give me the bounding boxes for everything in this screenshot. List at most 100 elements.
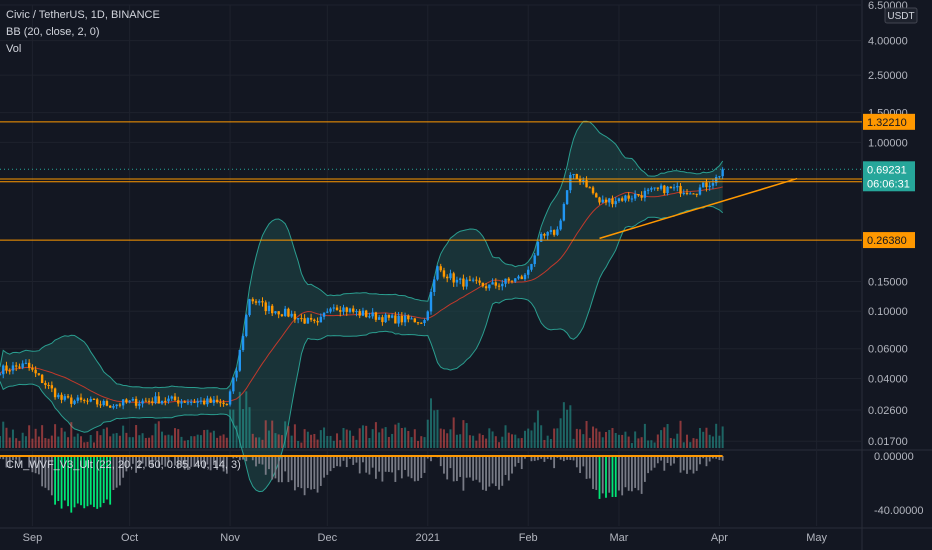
volume-bar (190, 436, 193, 448)
volume-bar (41, 425, 44, 448)
volume-bar (462, 420, 465, 448)
candle-body (371, 312, 374, 317)
wvf-bar (352, 456, 355, 465)
candle-body (21, 363, 24, 368)
price-tick-label: 0.06000 (868, 344, 908, 356)
wvf-bar (488, 456, 491, 487)
wvf-bar (543, 456, 546, 462)
wvf-bar (413, 456, 416, 482)
candle-body (627, 195, 630, 199)
wvf-bar (345, 456, 348, 468)
volume-bar (439, 428, 442, 448)
candle-body (666, 186, 669, 194)
candle-body (481, 282, 485, 287)
volume-bar (219, 435, 222, 448)
volume-bar (5, 427, 8, 448)
volume-bar (245, 391, 248, 448)
candle-body (219, 402, 222, 404)
candle-body (565, 190, 569, 205)
volume-bar (614, 433, 617, 448)
wvf-bar (507, 456, 510, 481)
wvf-bar (546, 456, 549, 459)
volume-bar (105, 427, 108, 448)
wvf-bar (485, 456, 487, 491)
volume-bar (569, 405, 572, 448)
candle-body (442, 270, 446, 277)
volume-bar (361, 425, 364, 448)
wvf-bar (141, 456, 144, 464)
volume-bar (374, 422, 377, 448)
volume-bar (533, 422, 536, 448)
volume-bar (348, 430, 351, 448)
volume-bar (371, 429, 374, 448)
candle-body (128, 400, 131, 403)
volume-bar (595, 428, 598, 448)
wvf-bar (511, 456, 513, 474)
symbol-legend[interactable]: Civic / TetherUS, 1D, BINANCE (6, 9, 160, 21)
wvf-bar (138, 456, 141, 469)
volume-bar (261, 439, 264, 448)
wvf-bar (605, 456, 607, 498)
wvf-bar (559, 456, 562, 460)
wvf-bar (216, 456, 219, 470)
level-price-tag (863, 232, 915, 249)
volume-bar (507, 432, 510, 448)
wvf-bar (666, 456, 669, 463)
wvf-bar (443, 456, 445, 474)
candle-body (377, 317, 381, 320)
price-tick-label: 2.50000 (868, 70, 908, 82)
volume-bar (18, 440, 21, 448)
candle-body (705, 182, 708, 188)
volume-bar (102, 428, 105, 448)
volume-bar (70, 422, 73, 448)
wvf-bar (281, 456, 283, 483)
volume-bar (433, 410, 436, 448)
wvf-bar (60, 456, 63, 509)
candle-body (232, 377, 235, 392)
candle-body (348, 308, 352, 312)
volume-bar (235, 425, 238, 448)
volume-bar (193, 436, 196, 448)
wvf-bar (592, 456, 594, 489)
volume-bar (164, 435, 167, 448)
candle-body (465, 279, 468, 287)
wvf-bar (5, 456, 8, 468)
candle-body (679, 185, 682, 194)
wvf-bar (614, 456, 617, 497)
wvf-bar (459, 456, 462, 477)
candle-body (436, 266, 439, 280)
candle-body (439, 266, 442, 271)
volume-bar (352, 435, 355, 448)
candle-body (504, 278, 507, 284)
volume-bar (621, 434, 624, 448)
volume-bar (319, 430, 322, 448)
volume-bar (705, 427, 708, 448)
wvf-bar (663, 456, 666, 471)
volume-bar (601, 437, 604, 448)
vol-legend[interactable]: Vol (6, 43, 22, 55)
volume-bar (306, 431, 309, 448)
candle-body (426, 311, 429, 321)
candle-body (676, 185, 679, 188)
volume-bar (37, 436, 40, 448)
candle-body (290, 313, 293, 317)
volume-bar (485, 438, 488, 448)
candle-body (83, 399, 86, 401)
volume-bar (135, 425, 138, 448)
volume-bar (611, 428, 614, 448)
time-tick-label: Apr (711, 532, 728, 544)
wvf-bar (225, 456, 228, 474)
candle-body (44, 383, 47, 385)
wvf-bar (423, 456, 426, 473)
bb-legend[interactable]: BB (20, close, 2, 0) (6, 26, 100, 38)
candle-body (637, 194, 640, 196)
wvf-bar (112, 456, 115, 490)
candle-body (147, 400, 151, 402)
volume-bar (336, 433, 339, 448)
wvf-bar (569, 456, 572, 461)
candle-body (539, 234, 543, 242)
wvf-legend[interactable]: CM_WVF_V3_Ult (22, 20, 2, 50, 0.85, 40, … (6, 459, 241, 471)
wvf-bar (660, 456, 662, 461)
volume-bar (488, 428, 491, 448)
